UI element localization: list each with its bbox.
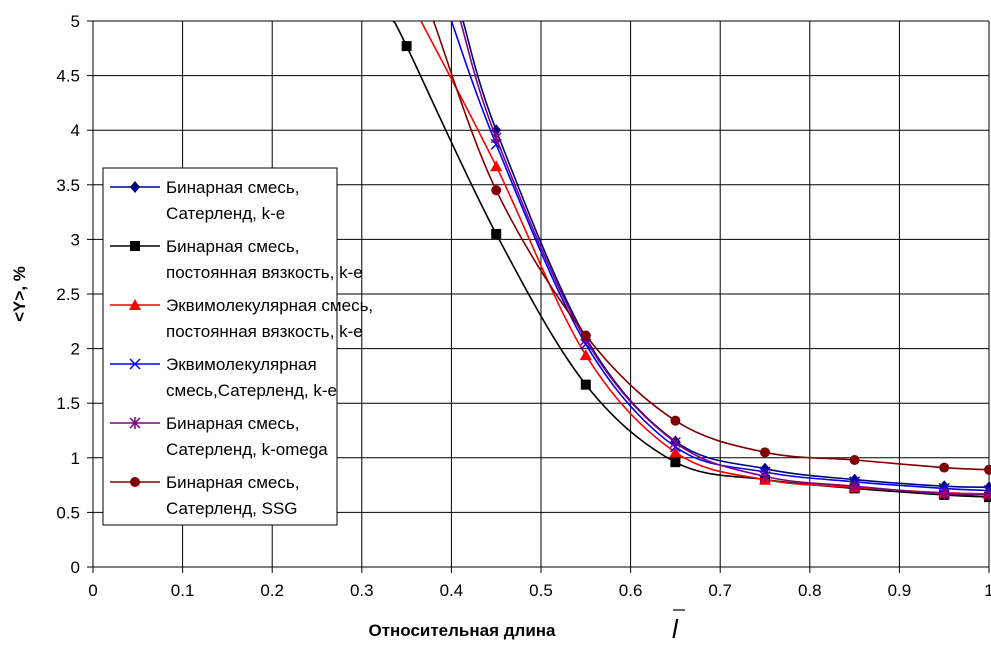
data-point-triangle bbox=[490, 160, 503, 172]
data-point-square bbox=[670, 457, 681, 468]
x-axis-title: Относительная длина bbox=[368, 621, 556, 640]
y-tick-label: 1 bbox=[71, 449, 80, 468]
legend-entry-2: Бинарная смесь, постоянная вязкость, k-e bbox=[110, 237, 363, 282]
data-point-square bbox=[580, 379, 591, 390]
data-point-x bbox=[129, 358, 141, 370]
legend-label: Сатерленд, SSG bbox=[166, 499, 298, 518]
data-point-star bbox=[490, 131, 502, 144]
data-point-star bbox=[669, 436, 681, 449]
axes bbox=[87, 20, 990, 573]
legend-entry-3: Эквимолекулярная смесь, постоянная вязкос… bbox=[110, 296, 373, 341]
x-stroke bbox=[129, 358, 141, 370]
data-point-star bbox=[938, 487, 950, 500]
legend-label: Бинарная смесь, bbox=[166, 178, 299, 197]
x-tick-label: 0.3 bbox=[350, 581, 374, 600]
data-point-diamond bbox=[130, 181, 140, 193]
legend-box bbox=[102, 167, 338, 526]
x-tick-label: 0 bbox=[88, 581, 97, 600]
series-6 bbox=[432, 21, 991, 475]
y-tick-label: 5 bbox=[71, 12, 80, 31]
data-point-circle bbox=[580, 330, 591, 341]
data-point-star bbox=[849, 480, 861, 493]
legend-entry-5: Бинарная смесь, Сатерленд, k-omega bbox=[110, 414, 328, 459]
data-point-circle bbox=[939, 462, 950, 473]
legend-label: Бинарная смесь, bbox=[166, 237, 299, 256]
legend-label: постоянная вязкость, k-e bbox=[166, 322, 363, 341]
grid bbox=[93, 20, 990, 567]
y-tick-label: 0 bbox=[71, 558, 80, 577]
y-tick-label: 3.5 bbox=[56, 176, 80, 195]
x-tick-label: 0.2 bbox=[260, 581, 284, 600]
data-point-circle bbox=[984, 464, 991, 475]
x-tick-label: 0.8 bbox=[798, 581, 822, 600]
y-tick-label: 1.5 bbox=[56, 394, 80, 413]
x-tick-label: 0.6 bbox=[619, 581, 643, 600]
legend-label: Сатерленд, k-omega bbox=[166, 440, 328, 459]
y-tick-label: 0.5 bbox=[56, 503, 80, 522]
legend-label: Сатерленд, k-e bbox=[166, 204, 285, 223]
legend-entry-4: Эквимолекулярная смесь,Сатерленд, k-e bbox=[110, 355, 337, 400]
y-axis-title: <Y>, % bbox=[10, 266, 29, 322]
x-tick-label: 0.1 bbox=[171, 581, 195, 600]
series-layer bbox=[392, 21, 991, 503]
data-point-star bbox=[759, 470, 771, 483]
data-point-star bbox=[983, 488, 991, 501]
data-point-square bbox=[130, 241, 140, 251]
y-tick-label: 2 bbox=[71, 340, 80, 359]
legend-label: Эквимолекулярная bbox=[166, 355, 317, 374]
series-line bbox=[392, 21, 990, 498]
legend-label: смесь,Сатерленд, k-e bbox=[166, 381, 337, 400]
data-point-triangle bbox=[669, 446, 682, 458]
x-tick-label: 0.4 bbox=[440, 581, 464, 600]
legend-label: Бинарная смесь, bbox=[166, 414, 299, 433]
x-tick-label: 1 bbox=[984, 581, 991, 600]
legend-entry-6: Бинарная смесь, Сатерленд, SSG bbox=[110, 473, 299, 518]
legend-entry-1: Бинарная смесь, Сатерленд, k-e bbox=[110, 178, 299, 223]
legend-label: Бинарная смесь, bbox=[166, 473, 299, 492]
x-tick-label: 0.9 bbox=[888, 581, 912, 600]
data-point-square bbox=[491, 228, 502, 239]
x-axis-symbol: l bbox=[672, 614, 679, 644]
tick-labels: 0 0.1 0.2 0.3 0.4 0.5 0.6 0.7 0.8 0.9 1 0 0.5 1 1.5 2 2.… bbox=[56, 12, 991, 600]
data-point-circle bbox=[760, 447, 770, 458]
data-point-triangle bbox=[129, 299, 141, 310]
data-point-circle bbox=[491, 185, 502, 196]
legend-label: постоянная вязкость, k-e bbox=[166, 263, 363, 282]
data-point-triangle bbox=[579, 349, 592, 361]
data-point-square bbox=[401, 41, 412, 52]
data-point-circle bbox=[849, 454, 860, 465]
data-point-circle bbox=[670, 415, 681, 426]
y-tick-label: 4 bbox=[71, 121, 80, 140]
y-tick-label: 4.5 bbox=[56, 67, 80, 86]
x-tick-label: 0.5 bbox=[529, 581, 553, 600]
data-point-circle bbox=[130, 477, 140, 487]
legend-label: Эквимолекулярная смесь, bbox=[166, 296, 373, 315]
y-tick-label: 2.5 bbox=[56, 285, 80, 304]
y-tick-label: 3 bbox=[71, 230, 80, 249]
data-point-star bbox=[129, 417, 141, 429]
x-tick-label: 0.7 bbox=[708, 581, 732, 600]
series-5 bbox=[459, 21, 991, 501]
